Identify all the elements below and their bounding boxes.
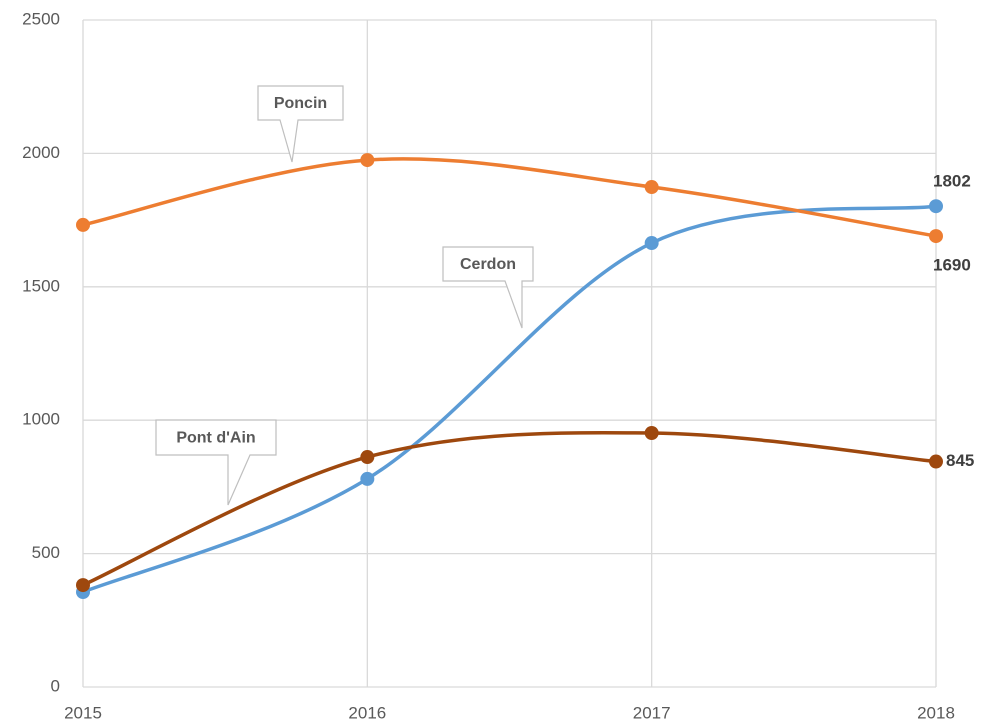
point [360, 471, 375, 486]
x-tick-label: 2017 [633, 703, 671, 722]
point [929, 229, 943, 244]
callout: Pont d'Ain [155, 419, 277, 506]
y-tick-label: 500 [32, 543, 60, 562]
legend-label: Poncin [274, 95, 327, 112]
callout: Cerdon [442, 246, 534, 329]
series-line [82, 431, 937, 587]
x-tick-label: 2016 [348, 703, 386, 722]
point [929, 199, 943, 214]
point [360, 450, 375, 465]
point [76, 217, 90, 232]
y-tick-label: 1500 [22, 276, 60, 295]
y-tick-label: 2000 [22, 143, 60, 162]
x-tick-label: 2018 [917, 703, 955, 722]
series-line [82, 157, 937, 238]
x-tick-label: 2015 [64, 703, 102, 722]
legend-label: Pont d'Ain [176, 430, 255, 447]
callout-box [155, 419, 277, 506]
y-tick-label: 0 [51, 676, 60, 695]
point [76, 578, 90, 593]
y-tick-label: 2500 [22, 9, 60, 28]
data-label: 1690 [933, 256, 971, 275]
legend-label: Cerdon [460, 256, 516, 273]
callout-box [257, 85, 344, 163]
point [644, 236, 659, 251]
data-label: 1802 [933, 172, 971, 191]
point [360, 153, 375, 168]
y-tick-label: 1000 [22, 410, 60, 429]
point [929, 454, 943, 469]
point [644, 180, 659, 195]
callout: Poncin [257, 85, 344, 163]
series-line [82, 204, 937, 594]
callout-box [442, 246, 534, 329]
point [644, 426, 659, 441]
data-label: 845 [946, 451, 974, 470]
